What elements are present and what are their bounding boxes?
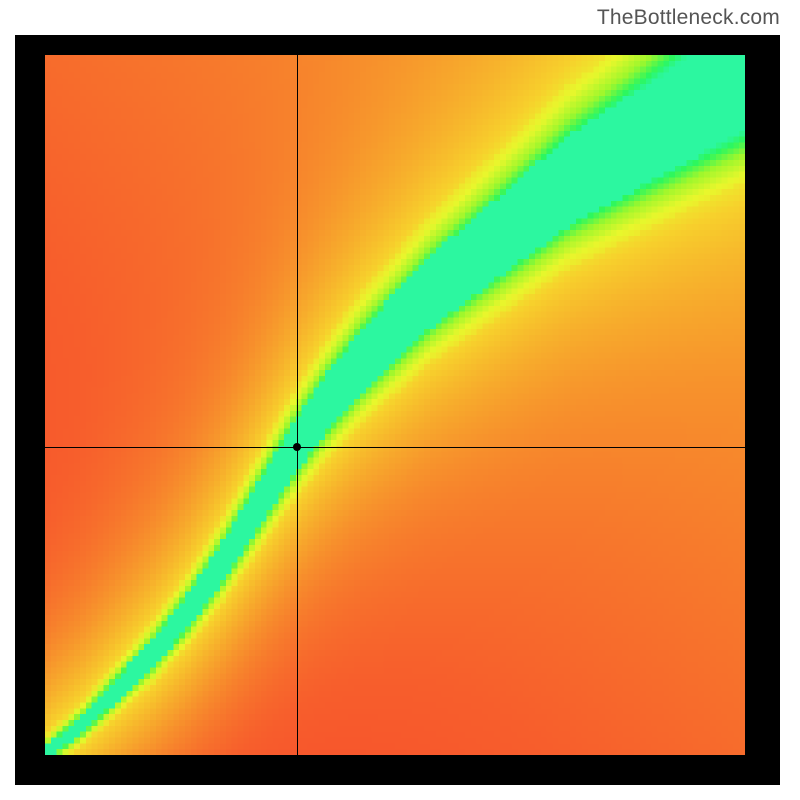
attribution-text: TheBottleneck.com [597, 6, 780, 30]
chart-outer-frame [15, 35, 780, 785]
marker-dot [293, 443, 301, 451]
chart-container: TheBottleneck.com [0, 0, 800, 800]
heatmap-canvas [45, 55, 745, 755]
heatmap-plot-area [45, 55, 745, 755]
crosshair-vertical [297, 55, 298, 755]
crosshair-horizontal [45, 447, 745, 448]
